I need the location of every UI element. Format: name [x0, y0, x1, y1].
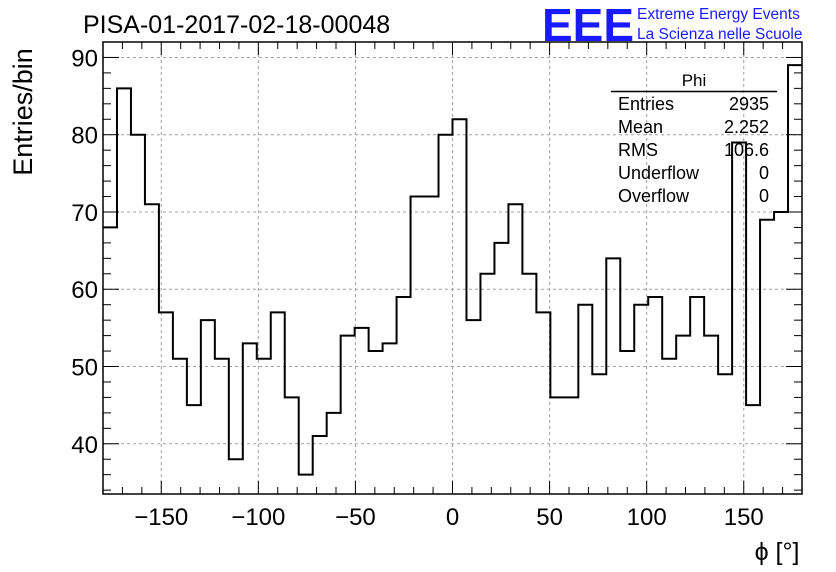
stats-label: Mean: [618, 117, 663, 137]
stats-box: Phi Entries 2935 Mean 2.252 RMS 106.6 Underflo…: [611, 71, 777, 206]
logo-line-1: Extreme Energy Events: [637, 6, 800, 23]
stats-value: 2.252: [724, 117, 769, 137]
histogram-line: [103, 64, 802, 476]
y-tick-label: 80: [71, 123, 98, 150]
x-tick-label: 100: [627, 504, 667, 531]
y-tick-label: 90: [71, 45, 98, 72]
logo-line-2: La Scienza nelle Scuole: [637, 26, 802, 43]
grid-lines: [103, 42, 802, 494]
x-tick-label: −50: [335, 504, 376, 531]
y-tick-label: 70: [71, 200, 98, 227]
x-tick-label: 50: [536, 504, 563, 531]
stats-label: RMS: [618, 140, 658, 160]
stats-label: Entries: [618, 94, 674, 114]
stats-value: 106.6: [724, 140, 769, 160]
x-tick-label: −150: [134, 504, 188, 531]
stats-title: Phi: [682, 71, 707, 90]
stats-value: 0: [759, 163, 769, 183]
x-tick-label: −100: [231, 504, 285, 531]
y-tick-label: 60: [71, 277, 98, 304]
stats-value: 2935: [729, 94, 769, 114]
y-axis-label: Entries/bin: [8, 48, 38, 176]
eee-logo: EEE Extreme Energy Events La Scienza nel…: [542, 0, 802, 51]
stats-value: 0: [759, 186, 769, 206]
y-tick-label: 50: [71, 355, 98, 382]
x-axis-label: ϕ [°]: [755, 538, 800, 566]
axes: −150 −100 −50 0 50 100 150 40 50 60 70 80 90: [71, 41, 803, 531]
x-tick-label: 150: [724, 504, 764, 531]
x-tick-label: 0: [446, 504, 459, 531]
chart-title: PISA-01-2017-02-18-00048: [83, 11, 390, 39]
y-tick-label: 40: [71, 432, 98, 459]
stats-label: Overflow: [618, 186, 690, 206]
stats-label: Underflow: [618, 163, 700, 183]
